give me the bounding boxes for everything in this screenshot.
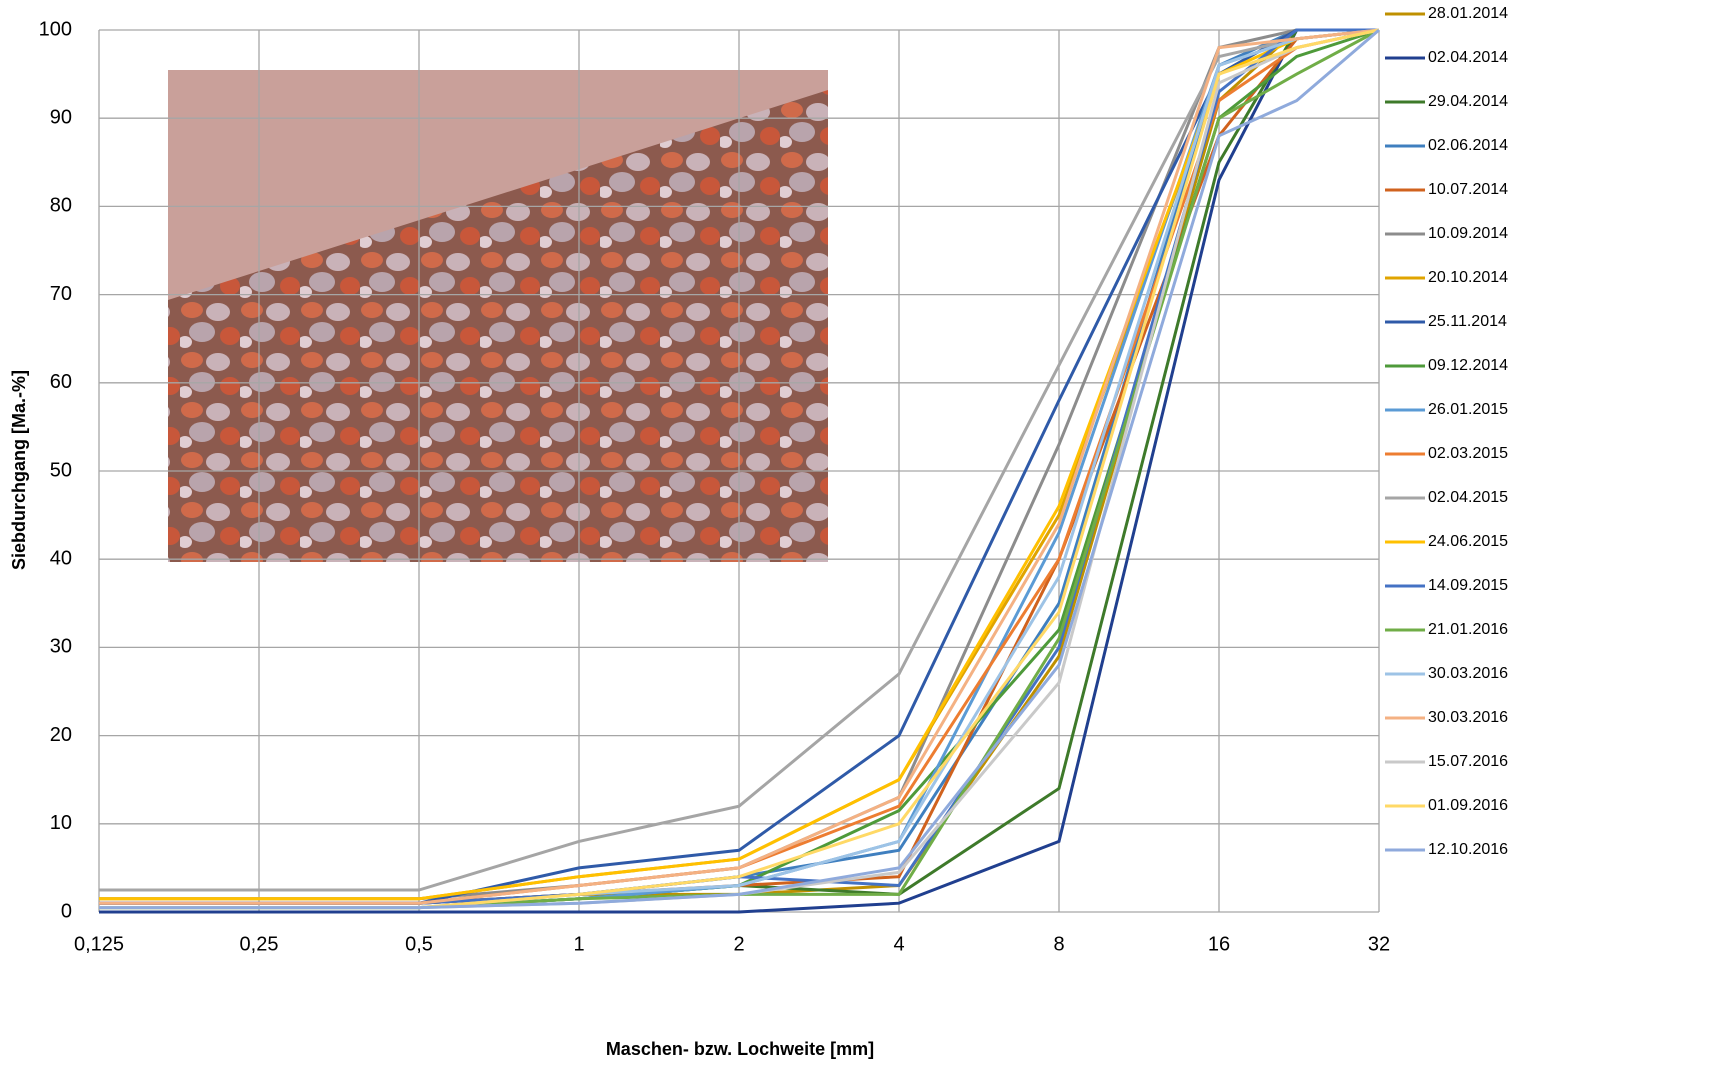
legend-label: 25.11.2014 bbox=[1428, 313, 1507, 330]
legend-label: 24.06.2015 bbox=[1428, 533, 1508, 550]
y-tick-label: 30 bbox=[50, 636, 72, 658]
x-tick-label: 16 bbox=[1208, 933, 1230, 955]
x-tick-label: 1 bbox=[573, 933, 584, 955]
y-tick-label: 40 bbox=[50, 547, 72, 569]
legend-label: 01.09.2016 bbox=[1428, 797, 1508, 814]
legend-label: 02.06.2014 bbox=[1428, 137, 1508, 154]
x-axis-title: Maschen- bzw. Lochweite [mm] bbox=[606, 1039, 874, 1059]
legend-label: 15.07.2016 bbox=[1428, 753, 1508, 770]
photo bbox=[168, 70, 828, 562]
x-tick-label: 32 bbox=[1368, 933, 1390, 955]
legend-label: 12.10.2016 bbox=[1428, 841, 1508, 858]
y-tick-label: 10 bbox=[50, 812, 72, 834]
x-tick-label: 4 bbox=[893, 933, 904, 955]
y-tick-label: 50 bbox=[50, 459, 72, 481]
legend-label: 10.07.2014 bbox=[1428, 181, 1508, 198]
legend-label: 30.03.2016 bbox=[1428, 709, 1508, 726]
legend-label: 21.01.2016 bbox=[1428, 621, 1508, 638]
legend-label: 09.12.2014 bbox=[1428, 357, 1508, 374]
y-tick-label: 80 bbox=[50, 195, 72, 217]
y-axis-title: Siebdurchgang [Ma.-%] bbox=[9, 370, 29, 570]
chart: Maschen- bzw. Lochweite [mm] Siebdurchga… bbox=[0, 0, 1715, 1068]
legend-label: 14.09.2015 bbox=[1428, 577, 1508, 594]
legend-label: 29.04.2014 bbox=[1428, 93, 1508, 110]
y-tick-label: 100 bbox=[39, 18, 72, 40]
legend-label: 30.03.2016 bbox=[1428, 665, 1508, 682]
y-tick-label: 90 bbox=[50, 106, 72, 128]
legend-label: 20.10.2014 bbox=[1428, 269, 1508, 286]
legend-label: 10.09.2014 bbox=[1428, 225, 1508, 242]
y-tick-label: 60 bbox=[50, 371, 72, 393]
y-tick-label: 20 bbox=[50, 724, 72, 746]
y-tick-label: 0 bbox=[61, 900, 72, 922]
x-tick-label: 2 bbox=[733, 933, 744, 955]
legend-label: 26.01.2015 bbox=[1428, 401, 1508, 418]
x-tick-label: 0,5 bbox=[405, 933, 433, 955]
x-tick-label: 0,125 bbox=[74, 933, 124, 955]
y-tick-label: 70 bbox=[50, 283, 72, 305]
legend-label: 02.04.2014 bbox=[1428, 49, 1508, 66]
x-tick-label: 8 bbox=[1053, 933, 1064, 955]
legend-label: 02.03.2015 bbox=[1428, 445, 1508, 462]
legend-label: 28.01.2014 bbox=[1428, 5, 1508, 22]
legend-label: 02.04.2015 bbox=[1428, 489, 1508, 506]
x-tick-label: 0,25 bbox=[240, 933, 279, 955]
